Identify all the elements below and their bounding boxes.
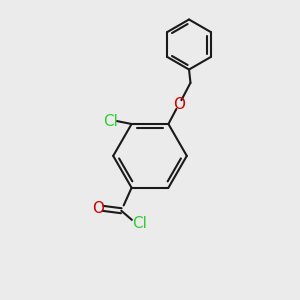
Text: Cl: Cl [103, 114, 118, 129]
Text: O: O [173, 98, 185, 112]
Text: Cl: Cl [132, 217, 147, 232]
Text: O: O [93, 201, 105, 216]
